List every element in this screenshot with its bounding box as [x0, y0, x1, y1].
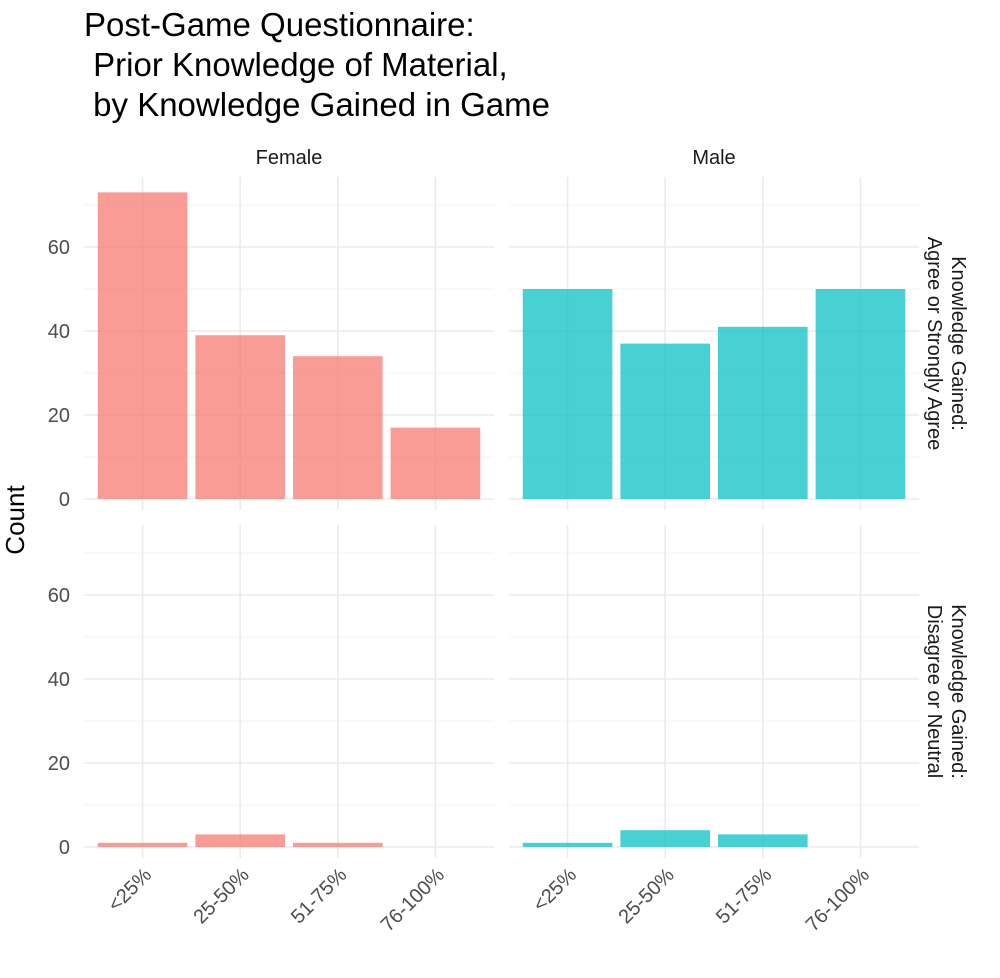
chart-title-line-2: Prior Knowledge of Material, — [84, 46, 508, 83]
x-tick-label: 25-50% — [189, 864, 253, 928]
facet-strip-row-line: Agree or Strongly Agree — [923, 237, 945, 450]
x-tick-label: 51-75% — [287, 864, 351, 928]
facet-strip-row-2: Knowledge Gained:Disagree or Neutral — [923, 604, 969, 779]
bar-female-25-50% — [195, 335, 285, 499]
x-tick-label: <25% — [104, 864, 156, 916]
chart-title-line-3: by Knowledge Gained in Game — [84, 86, 550, 123]
bar-female-51-75% — [293, 842, 383, 847]
x-tick-label: 51-75% — [712, 864, 776, 928]
bar-male-76-100% — [815, 289, 906, 499]
y-axis-title: Count — [0, 485, 30, 555]
facet-panels: 0 20 40 60 0 20 40 60 Female Male Knowledge Gained… — [48, 147, 969, 936]
facet-strip-row-1: Knowledge Gained:Agree or Strongly Agree — [923, 237, 969, 450]
y-tick-label: 40 — [48, 669, 70, 691]
y-tick-label: 0 — [59, 489, 70, 511]
x-tick-label: 76-100% — [802, 864, 874, 936]
bar-female-<25% — [97, 192, 188, 499]
bar-female-76-100% — [390, 427, 481, 499]
facet-panel-male-row-1 — [509, 177, 919, 510]
facet-strip-row-line: Disagree or Neutral — [923, 605, 945, 778]
bar-male-51-75% — [718, 326, 808, 499]
facet-panel-male-row-2 — [509, 525, 919, 858]
chart-title: Post-Game Questionnaire: Prior Knowledge… — [84, 6, 550, 123]
y-tick-label: 20 — [48, 405, 70, 427]
bar-male-25-50% — [620, 343, 710, 499]
bar-male-<25% — [522, 842, 613, 847]
bar-female-51-75% — [293, 356, 383, 499]
x-tick-label: <25% — [529, 864, 581, 916]
y-tick-label: 40 — [48, 321, 70, 343]
y-tick-label: 20 — [48, 753, 70, 775]
bar-female-25-50% — [195, 834, 285, 847]
facet-strip-female: Female — [256, 147, 323, 169]
bar-female-<25% — [97, 842, 188, 847]
facet-strip-row-line: Knowledge Gained: — [947, 256, 969, 431]
facet-panel-female-row-1 — [84, 177, 494, 510]
facet-strip-row-line: Knowledge Gained: — [947, 604, 969, 779]
x-tick-label: 25-50% — [614, 864, 678, 928]
y-tick-label: 60 — [48, 585, 70, 607]
y-tick-label: 60 — [48, 237, 70, 259]
chart-title-line-1: Post-Game Questionnaire: — [84, 6, 475, 43]
x-tick-label: 76-100% — [377, 864, 449, 936]
bar-male-<25% — [522, 289, 613, 499]
facet-strip-male: Male — [692, 147, 735, 169]
bar-male-51-75% — [718, 834, 808, 847]
bar-male-25-50% — [620, 830, 710, 847]
facet-panel-female-row-2 — [84, 525, 494, 858]
y-tick-label: 0 — [59, 837, 70, 859]
